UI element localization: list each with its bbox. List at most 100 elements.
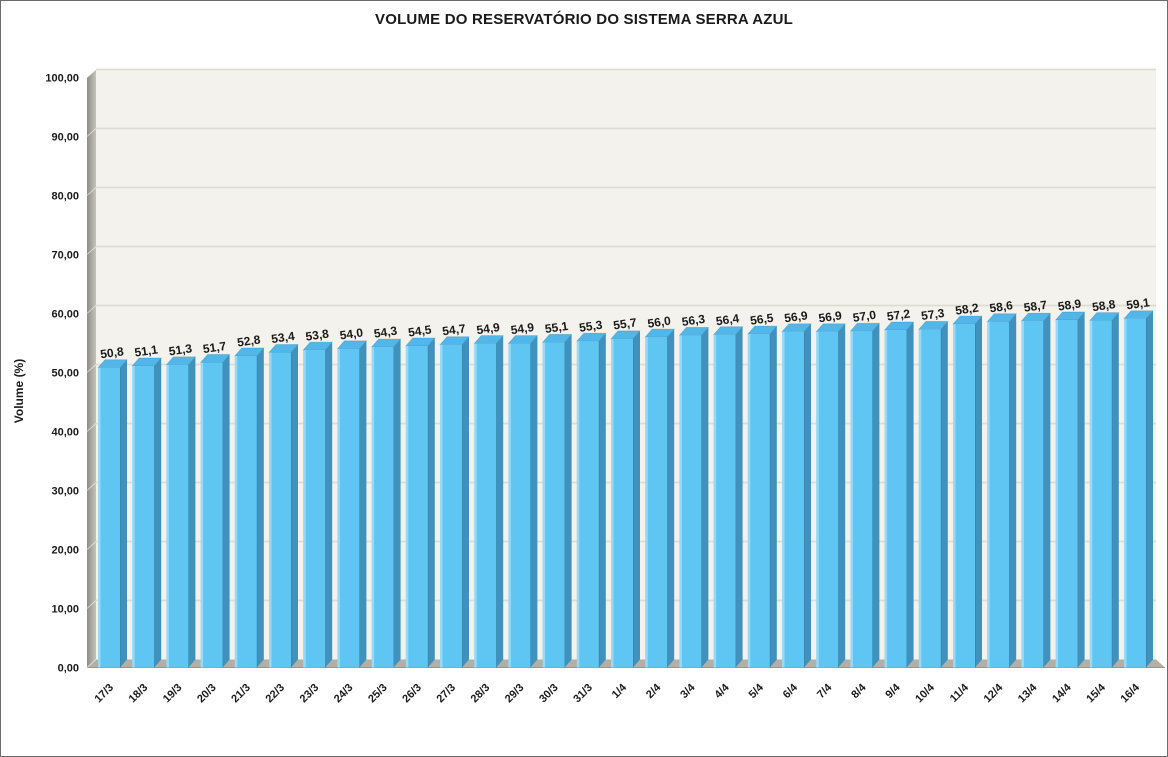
bar-side-face (735, 326, 743, 668)
x-tick-label: 10/4 (913, 681, 937, 705)
side-wall-grid-joint (86, 482, 97, 491)
bar-side-face (872, 323, 880, 668)
bar-highlight (1055, 319, 1059, 668)
bar-value-label: 54,9 (476, 320, 501, 337)
x-tick-label: 17/3 (92, 682, 116, 706)
y-tick-label: 70,00 (51, 250, 79, 262)
bar-value-label: 58,6 (989, 298, 1014, 315)
bar-value-label: 50,8 (99, 344, 124, 361)
bar-highlight (611, 338, 614, 668)
x-tick-label: 5/4 (747, 681, 767, 701)
bar-value-label: 56,5 (749, 311, 774, 328)
bar-highlight (371, 347, 375, 668)
bar-highlight (850, 331, 853, 668)
bar-side-face (975, 316, 982, 668)
bar-front-face (918, 329, 941, 668)
bar-side-face (804, 323, 811, 668)
bar-highlight (98, 367, 101, 668)
bar-value-label: 57,2 (886, 306, 911, 323)
bar-side-face (1077, 311, 1085, 668)
y-tick-label: 100,00 (45, 73, 79, 85)
bar-side-face (1043, 313, 1051, 668)
bar-value-label: 53,8 (305, 327, 330, 344)
bar-value-label: 57,3 (920, 306, 945, 323)
x-tick-label: 21/3 (229, 682, 253, 706)
bar-value-label: 56,3 (681, 312, 706, 329)
x-tick-label: 30/3 (537, 682, 561, 706)
x-tick-label: 28/3 (469, 682, 493, 706)
bar-value-label: 56,4 (715, 311, 740, 328)
bars (97, 310, 1154, 668)
bar-side-face (154, 358, 162, 668)
side-wall-grid-joint (86, 305, 97, 314)
bar-value-label: 54,5 (407, 322, 432, 339)
bar-value-label: 58,7 (1023, 298, 1048, 315)
bar-highlight (166, 364, 169, 668)
bar-value-label: 54,7 (441, 321, 466, 338)
y-tick-label: 90,00 (51, 132, 79, 144)
bar-side-face (598, 333, 606, 668)
x-tick-label: 24/3 (332, 682, 356, 706)
bar-front-face (747, 334, 770, 668)
bar-front-face (1089, 320, 1112, 668)
x-tick-label: 25/3 (366, 682, 390, 706)
bar-value-label: 55,3 (578, 318, 603, 335)
x-tick-label: 26/3 (400, 682, 424, 706)
bar-front-face (679, 335, 702, 668)
bar-side-face (667, 329, 675, 668)
bar-value-label: 51,3 (168, 341, 193, 358)
bar-front-face (269, 352, 291, 668)
bar-highlight (884, 330, 888, 668)
bar-side-face (462, 336, 469, 668)
y-axis-tick-labels: 0,00 10,00 20,00 30,00 40,00 50,00 60,00 70,00 8… (45, 73, 79, 675)
bar-highlight (1089, 320, 1093, 668)
bar-highlight (474, 343, 477, 668)
bar-front-face (1124, 318, 1146, 668)
bar-highlight (987, 321, 990, 668)
bar-highlight (337, 348, 340, 668)
bar-value-label: 56,9 (783, 308, 808, 325)
bar-side-face (427, 337, 435, 668)
side-wall-grid-joint (86, 364, 97, 373)
bar-front-face (987, 321, 1010, 668)
bar-highlight (953, 324, 956, 668)
bar-highlight (816, 331, 819, 668)
bar-value-label: 56,0 (647, 314, 672, 331)
bar-front-face (953, 324, 975, 668)
value-labels: 50,8 51,1 51,3 51,7 52,8 53,4 53,8 54,0 54,3 54,5… (99, 295, 1150, 361)
bar-front-face (782, 331, 804, 668)
x-tick-label: 16/4 (1118, 681, 1142, 705)
bar-front-face (166, 364, 189, 668)
bar-side-face (1111, 312, 1119, 668)
bar-side-face (906, 322, 914, 668)
x-axis-tick-labels: 17/3 18/3 19/3 20/3 21/3 22/3 23/3 24/3 25/3 26/3… (92, 681, 1142, 705)
bar-front-face (371, 347, 394, 668)
bar-side-face (564, 334, 572, 668)
x-tick-label: 31/3 (571, 682, 595, 706)
bar-value-label: 58,9 (1057, 296, 1082, 313)
side-wall-grid-joint (86, 600, 97, 609)
bar-front-face (200, 362, 223, 668)
bar-side-face (1009, 313, 1017, 668)
bar-front-face (132, 366, 155, 668)
x-tick-label: 1/4 (610, 681, 630, 701)
bar-value-label: 54,9 (510, 320, 535, 337)
bar-highlight (713, 334, 717, 668)
bar-side-face (838, 323, 846, 668)
bar-side-face (769, 326, 777, 668)
bar-highlight (1124, 318, 1127, 668)
x-tick-label: 23/3 (298, 682, 322, 706)
x-tick-label: 11/4 (948, 681, 972, 705)
bar-side-face (530, 335, 538, 668)
bar-highlight (782, 331, 785, 668)
y-tick-label: 10,00 (51, 604, 79, 616)
x-tick-label: 29/3 (503, 682, 527, 706)
x-tick-label: 22/3 (263, 682, 287, 706)
y-tick-label: 80,00 (51, 191, 79, 203)
bar-front-face (303, 350, 326, 668)
side-wall-grid-joint (86, 659, 97, 668)
bar-front-face (1055, 319, 1078, 668)
bar-value-label: 54,3 (373, 324, 398, 341)
bar-highlight (542, 342, 546, 668)
x-tick-label: 6/4 (781, 681, 801, 701)
